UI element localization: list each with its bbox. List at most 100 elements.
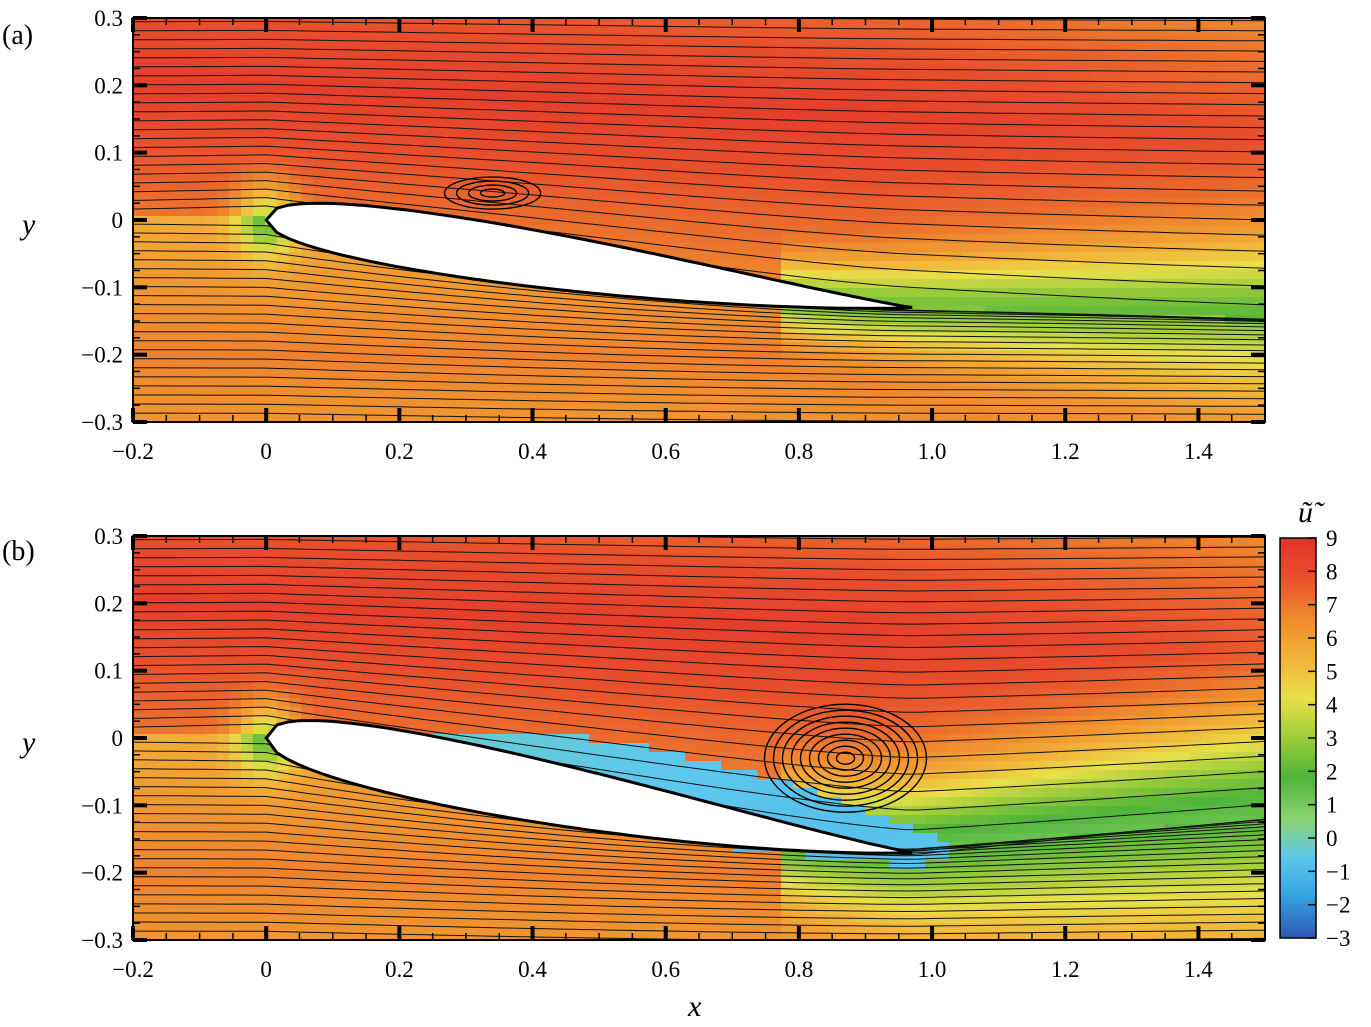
field-cell xyxy=(829,405,842,415)
field-cell xyxy=(241,734,254,744)
field-cell xyxy=(493,171,506,181)
field-cell xyxy=(445,135,458,145)
field-cell xyxy=(985,396,998,406)
field-cell xyxy=(289,81,302,91)
field-cell xyxy=(901,297,914,307)
field-cell xyxy=(193,815,206,825)
field-cell xyxy=(1153,207,1166,217)
field-cell xyxy=(1153,270,1166,280)
field-cell xyxy=(1213,324,1226,334)
field-cell xyxy=(133,234,146,244)
field-cell xyxy=(553,171,566,181)
field-cell xyxy=(409,270,422,280)
field-cell xyxy=(1249,360,1262,370)
field-cell xyxy=(589,234,602,244)
field-cell xyxy=(949,207,962,217)
field-cell xyxy=(901,378,914,388)
field-cell xyxy=(229,315,242,325)
field-cell xyxy=(985,243,998,253)
field-cell xyxy=(169,914,182,924)
field-cell xyxy=(889,243,902,253)
field-cell xyxy=(1033,117,1046,127)
field-cell xyxy=(889,135,902,145)
field-cell xyxy=(985,126,998,136)
field-cell xyxy=(721,243,734,253)
field-cell xyxy=(841,324,854,334)
field-cell xyxy=(169,405,182,415)
field-cell xyxy=(841,27,854,37)
field-cell xyxy=(1045,252,1058,262)
field-cell xyxy=(553,324,566,334)
field-cell xyxy=(541,153,554,163)
field-cell xyxy=(721,54,734,64)
x-tick-label: 1.4 xyxy=(1184,439,1213,464)
field-cell xyxy=(1213,180,1226,190)
field-cell xyxy=(145,824,158,834)
field-cell xyxy=(469,117,482,127)
y-axis-title-a: y xyxy=(19,208,36,241)
field-cell xyxy=(1165,108,1178,118)
field-cell xyxy=(445,333,458,343)
field-cell xyxy=(1045,54,1058,64)
field-cell xyxy=(733,315,746,325)
field-cell xyxy=(709,414,722,422)
field-cell xyxy=(1021,207,1034,217)
field-cell xyxy=(229,779,242,789)
field-cell xyxy=(265,306,278,316)
field-cell xyxy=(1177,369,1190,379)
field-cell xyxy=(961,81,974,91)
field-cell xyxy=(913,153,926,163)
field-cell xyxy=(301,387,314,397)
field-cell xyxy=(1021,351,1034,361)
field-cell xyxy=(325,378,338,388)
field-cell xyxy=(1009,369,1022,379)
field-cell xyxy=(265,54,278,64)
field-cell xyxy=(973,27,986,37)
field-cell xyxy=(1033,306,1046,316)
field-cell xyxy=(541,387,554,397)
field-cell xyxy=(601,36,614,46)
field-cell xyxy=(553,63,566,73)
field-cell xyxy=(829,189,842,199)
field-cell xyxy=(553,198,566,208)
field-cell xyxy=(157,734,170,744)
field-cell xyxy=(133,923,146,933)
field-cell xyxy=(481,90,494,100)
field-cell xyxy=(637,306,650,316)
field-cell xyxy=(277,297,290,307)
field-cell xyxy=(1069,270,1082,280)
field-cell xyxy=(685,306,698,316)
field-cell xyxy=(253,905,266,915)
field-cell xyxy=(829,414,842,422)
field-cell xyxy=(229,653,242,663)
field-cell xyxy=(1033,108,1046,118)
field-cell xyxy=(1045,279,1058,289)
field-cell xyxy=(229,117,242,127)
field-cell xyxy=(1081,216,1094,226)
field-cell xyxy=(733,387,746,397)
field-cell xyxy=(397,360,410,370)
field-cell xyxy=(817,270,830,280)
field-cell xyxy=(829,351,842,361)
field-cell xyxy=(169,324,182,334)
field-cell xyxy=(1117,261,1130,271)
field-cell xyxy=(613,216,626,226)
field-cell xyxy=(277,315,290,325)
field-cell xyxy=(1069,72,1082,82)
field-cell xyxy=(181,869,194,879)
field-cell xyxy=(937,297,950,307)
field-cell xyxy=(1081,396,1094,406)
field-cell xyxy=(925,396,938,406)
field-cell xyxy=(493,396,506,406)
field-cell xyxy=(301,252,314,262)
field-cell xyxy=(685,90,698,100)
field-cell xyxy=(217,905,230,915)
field-cell xyxy=(157,896,170,906)
field-cell xyxy=(1105,144,1118,154)
field-cell xyxy=(553,144,566,154)
field-cell xyxy=(133,252,146,262)
field-cell xyxy=(505,189,518,199)
field-cell xyxy=(805,378,818,388)
field-cell xyxy=(133,207,146,217)
field-cell xyxy=(1225,180,1238,190)
